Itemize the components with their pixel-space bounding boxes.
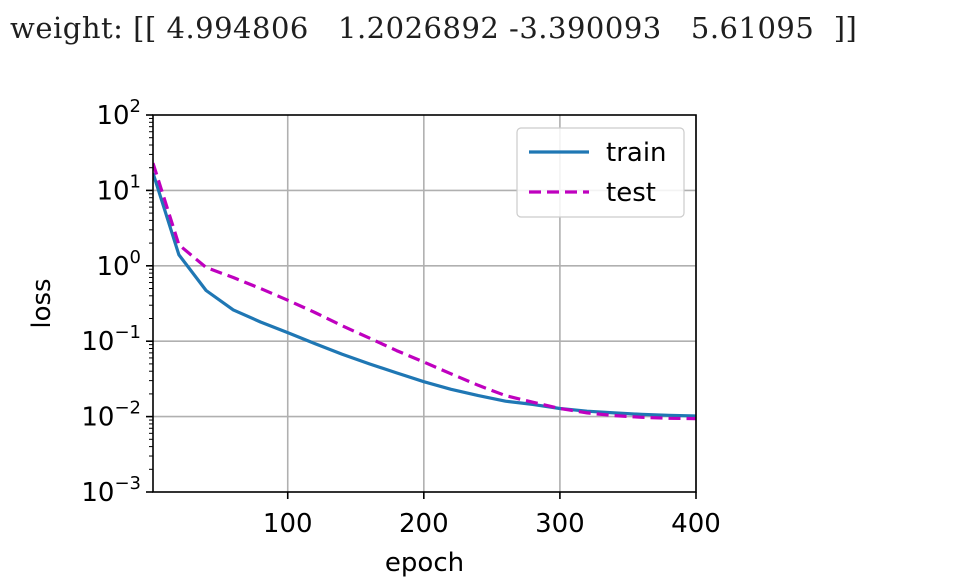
x-tick-label: 100 xyxy=(263,509,313,539)
y-axis-label: loss xyxy=(27,278,57,328)
axis-labels: 100 200 300 400 102 101 100 10−1 10−2 10−3 epoch lo… xyxy=(27,96,721,578)
series-line-test xyxy=(153,162,696,421)
legend-label-train: train xyxy=(606,138,667,168)
x-tick-label: 400 xyxy=(671,509,721,539)
axis-ticks xyxy=(146,114,697,499)
y-tick-label: 100 xyxy=(96,247,141,282)
x-axis-label: epoch xyxy=(385,548,464,578)
y-tick-label: 10−3 xyxy=(81,473,141,508)
legend: train test xyxy=(516,127,685,218)
y-tick-label: 10−2 xyxy=(81,398,141,433)
x-tick-label: 200 xyxy=(399,509,449,539)
y-tick-label: 101 xyxy=(96,171,141,206)
y-tick-label: 10−1 xyxy=(81,322,141,357)
y-tick-label: 102 xyxy=(96,96,141,131)
legend-box xyxy=(516,127,685,218)
legend-label-test: test xyxy=(606,178,656,208)
x-tick-label: 300 xyxy=(535,509,585,539)
series-lines xyxy=(153,162,696,421)
series-line-train xyxy=(153,172,696,418)
weight-output-text: weight: [[ 4.994806 1.2026892 -3.390093 … xyxy=(10,11,858,45)
